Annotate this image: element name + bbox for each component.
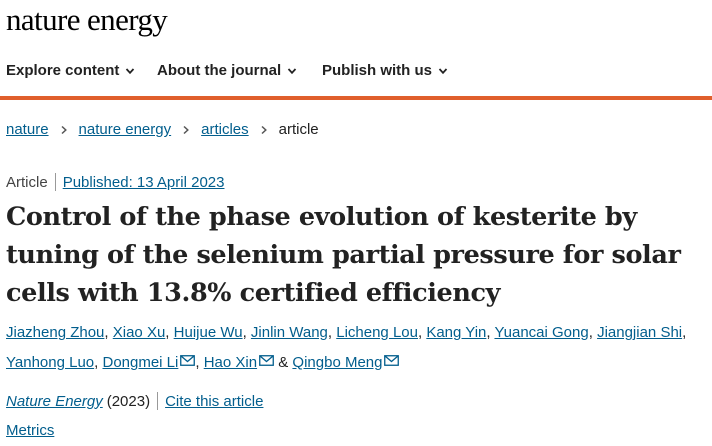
author-separator: ,: [417, 324, 427, 341]
journal-name-link[interactable]: Nature Energy: [6, 392, 103, 410]
author-link[interactable]: Yuancai Gong: [494, 324, 589, 341]
author-separator: ,: [327, 324, 337, 341]
site-header: nature energy: [6, 2, 168, 42]
cite-article-link[interactable]: Cite this article: [165, 392, 264, 410]
nav-item-label: Publish with us: [322, 62, 433, 79]
author-link[interactable]: Kang Yin: [426, 324, 487, 341]
chevron-right-icon: [261, 125, 267, 134]
chevron-down-icon: [126, 67, 135, 74]
author-separator: ,: [486, 324, 495, 341]
main-nav: Explore content About the journal Publis…: [0, 56, 712, 100]
article-title: Control of the phase evolution of kester…: [6, 202, 681, 308]
breadcrumb-link-nature-energy[interactable]: nature energy: [78, 121, 172, 138]
author-link[interactable]: Jinlin Wang: [250, 324, 328, 341]
author-separator: ,: [104, 324, 113, 341]
author-link[interactable]: Dongmei Li: [102, 354, 179, 371]
published-date-link[interactable]: Published: 13 April 2023: [62, 173, 225, 191]
chevron-right-icon: [183, 125, 190, 134]
author-separator: &: [274, 354, 293, 371]
author-link[interactable]: Qingbo Meng: [292, 354, 383, 371]
email-icon[interactable]: [259, 355, 274, 366]
nav-explore-content[interactable]: Explore content: [6, 62, 135, 79]
nav-publish-with-us[interactable]: Publish with us: [322, 62, 448, 79]
divider: [157, 392, 159, 410]
publication-year: (2023): [106, 392, 151, 410]
author-separator: ,: [195, 354, 204, 371]
author-separator: ,: [165, 324, 174, 341]
chevron-right-icon: [61, 125, 67, 134]
author-separator: ,: [94, 354, 103, 371]
author-link[interactable]: Jiazheng Zhou: [6, 324, 105, 341]
metrics-link[interactable]: Metrics: [6, 422, 55, 439]
metrics-section: Metrics: [6, 422, 54, 439]
author-list: Jiazheng Zhou, Xiao Xu, Huijue Wu, Jinli…: [6, 318, 706, 378]
author-link[interactable]: Xiao Xu: [112, 324, 166, 341]
breadcrumb-link-nature[interactable]: nature: [6, 121, 49, 138]
nav-about-journal[interactable]: About the journal: [157, 62, 297, 79]
email-icon[interactable]: [180, 355, 196, 366]
author-link[interactable]: Huijue Wu: [173, 324, 243, 341]
nav-item-label: Explore content: [6, 62, 120, 79]
author-separator: ,: [242, 324, 251, 341]
breadcrumb-link-articles[interactable]: articles: [201, 121, 249, 138]
author-link[interactable]: Jiangjian Shi: [597, 324, 683, 341]
divider: [54, 173, 56, 191]
breadcrumb: nature nature energy articles article: [6, 121, 319, 138]
chevron-down-icon: [438, 67, 448, 74]
email-icon[interactable]: [384, 355, 400, 366]
author-separator: ,: [682, 324, 687, 341]
author-link[interactable]: Licheng Lou: [336, 324, 418, 341]
chevron-down-icon: [287, 67, 297, 74]
article-type: Article: [6, 173, 48, 191]
citation-line: Nature Energy (2023) Cite this article: [6, 392, 263, 410]
journal-logo[interactable]: nature energy: [6, 2, 168, 37]
article-meta: Article Published: 13 April 2023: [6, 173, 224, 191]
author-link[interactable]: Yanhong Luo: [6, 354, 95, 371]
breadcrumb-current: article: [278, 121, 319, 138]
author-link[interactable]: Hao Xin: [203, 354, 258, 371]
author-separator: ,: [588, 324, 598, 341]
nav-item-label: About the journal: [157, 62, 282, 79]
